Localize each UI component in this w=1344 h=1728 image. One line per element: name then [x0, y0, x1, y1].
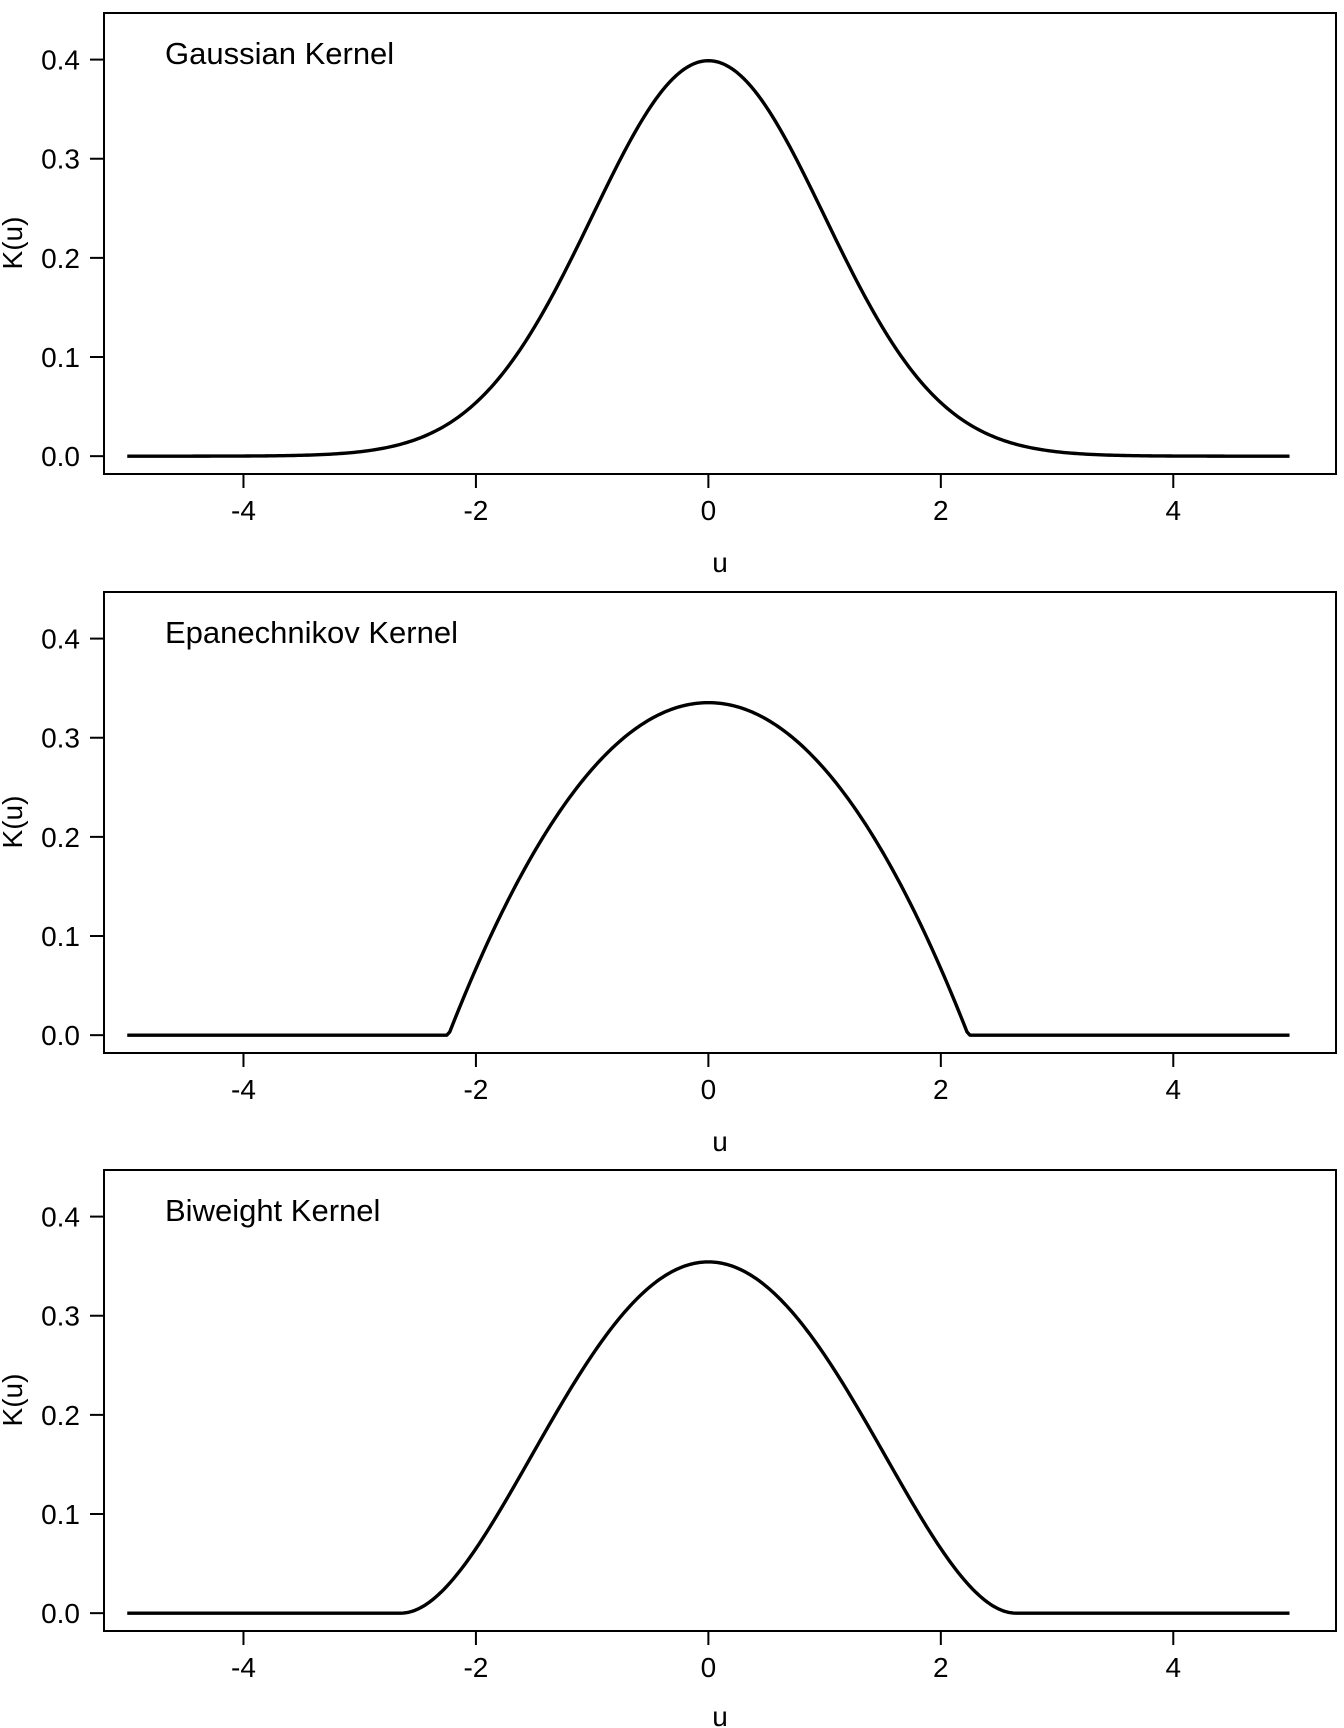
y-tick-label: 0.0: [41, 1020, 80, 1051]
y-ticks: 0.0 0.1 0.2 0.3 0.4: [41, 45, 104, 472]
panel-annotation: Gaussian Kernel: [165, 36, 394, 71]
plot-frame: [103, 1169, 1337, 1632]
panel-annotation: Biweight Kernel: [165, 1193, 380, 1228]
x-tick-label: 0: [701, 1074, 717, 1105]
x-tick-label: 0: [701, 495, 717, 526]
y-tick-label: 0.1: [41, 1499, 80, 1530]
plot-frame: [103, 12, 1337, 475]
x-tick-label: -2: [463, 1652, 488, 1683]
x-axis-label: u: [712, 1126, 728, 1157]
x-tick-label: -2: [463, 1074, 488, 1105]
y-tick-label: 0.1: [41, 921, 80, 952]
x-ticks: -4 -2 0 2 4: [231, 1631, 1181, 1683]
y-axis-label: K(u): [0, 217, 28, 270]
y-ticks: 0.0 0.1 0.2 0.3 0.4: [41, 624, 104, 1051]
x-tick-label: 4: [1165, 495, 1181, 526]
x-tick-label: -2: [463, 495, 488, 526]
x-tick-label: 0: [701, 1652, 717, 1683]
x-axis-label: u: [712, 547, 728, 578]
y-ticks: 0.0 0.1 0.2 0.3 0.4: [41, 1202, 104, 1629]
y-axis-label: K(u): [0, 796, 28, 849]
x-tick-label: 2: [933, 495, 949, 526]
x-tick-label: -4: [231, 1652, 256, 1683]
x-tick-label: -4: [231, 495, 256, 526]
plot-frame: [103, 591, 1337, 1054]
panel-annotation: Epanechnikov Kernel: [165, 615, 458, 650]
panel-epanechnikov: Epanechnikov Kernel u K(u) -4 -2 0 2 4 0.00.…: [0, 591, 1337, 1157]
x-tick-label: 4: [1165, 1652, 1181, 1683]
y-tick-label: 0.4: [41, 1202, 80, 1233]
y-tick-label: 0.3: [41, 723, 80, 754]
x-tick-label: 2: [933, 1652, 949, 1683]
y-tick-label: 0.0: [41, 1598, 80, 1629]
y-tick-label: 0.2: [41, 822, 80, 853]
y-tick-label: 0.3: [41, 1301, 80, 1332]
x-axis-label: u: [712, 1701, 728, 1728]
y-tick-label: 0.2: [41, 243, 80, 274]
kernel-curve: [127, 1260, 1290, 1615]
y-axis-label: K(u): [0, 1374, 28, 1427]
panel-biweight: Biweight Kernel u K(u) -4 -2 0 2 4 0.0 0.1 0.2…: [0, 1169, 1337, 1728]
kernel-curve: [127, 700, 1290, 1037]
x-tick-label: -4: [231, 1074, 256, 1105]
y-tick-label: 0.4: [41, 45, 80, 76]
y-tick-label: 0.0: [41, 441, 80, 472]
y-tick-label: 0.4: [41, 624, 80, 655]
y-tick-label: 0.3: [41, 144, 80, 175]
x-ticks: -4 -2 0 2 4: [231, 474, 1181, 526]
x-ticks: -4 -2 0 2 4: [231, 1053, 1181, 1105]
panel-gaussian: Gaussian Kernel u K(u) -4 -2 0 2 4 0.0 0.1 0.2…: [0, 12, 1337, 578]
y-tick-label: 0.2: [41, 1400, 80, 1431]
x-tick-label: 2: [933, 1074, 949, 1105]
y-tick-label: 0.1: [41, 342, 80, 373]
x-tick-label: 4: [1165, 1074, 1181, 1105]
kernel-curve: [127, 58, 1290, 458]
